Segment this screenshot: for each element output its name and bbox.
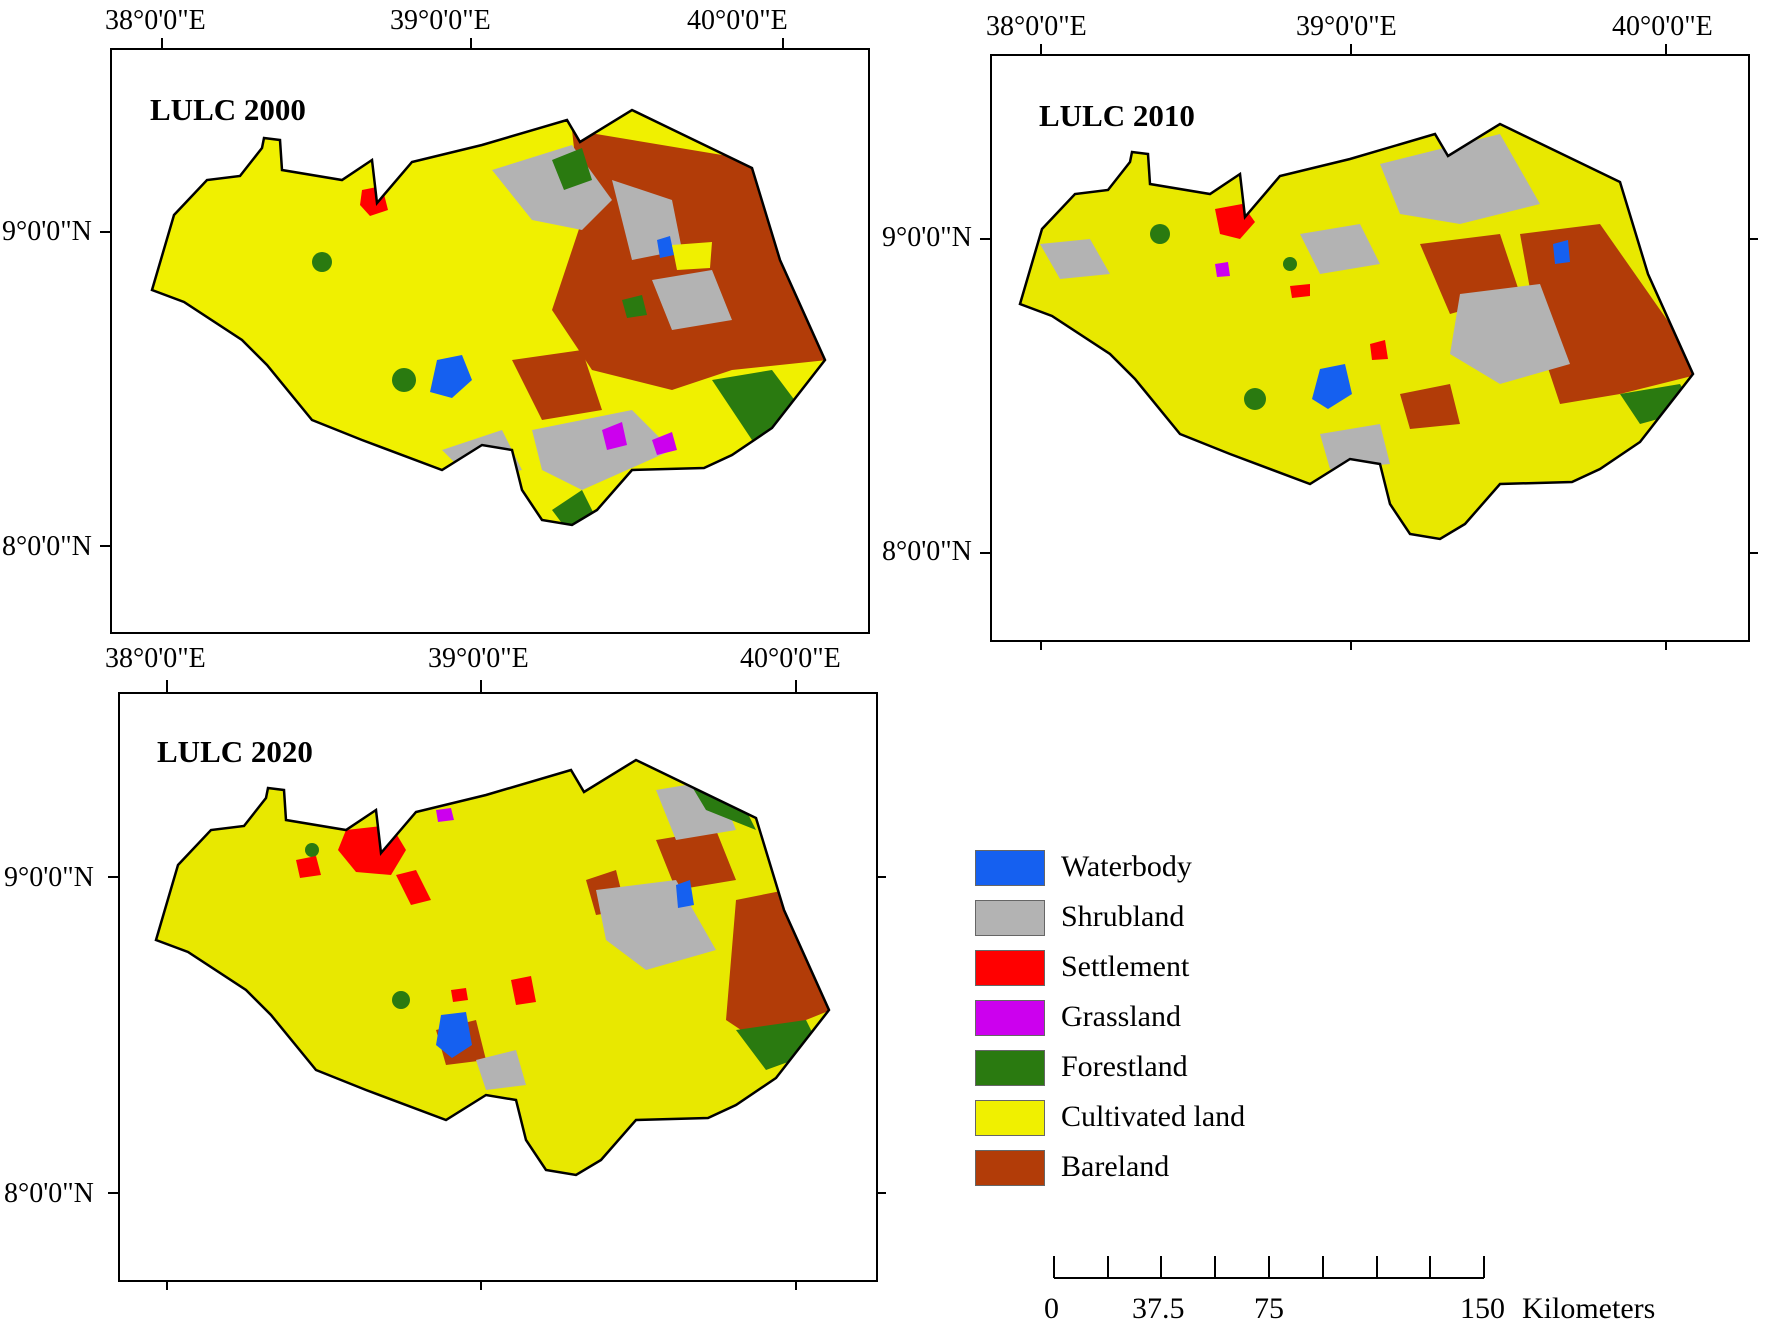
scale-unit-label: Kilometers	[1522, 1292, 1656, 1325]
legend-label: Bareland	[1061, 1150, 1170, 1183]
lat-label-9: 9°0'0"N	[882, 222, 972, 253]
tick	[795, 1278, 797, 1290]
tick	[874, 1192, 886, 1194]
scale-label-75: 75	[1254, 1292, 1284, 1325]
lon-label-40: 40°0'0"E	[687, 5, 788, 36]
panel-title: LULC 2010	[1039, 98, 1195, 133]
legend-swatch	[975, 900, 1045, 936]
lon-label-38: 38°0'0"E	[105, 643, 206, 674]
legend-item-shrubland: Shrubland	[975, 898, 1295, 938]
tick	[1746, 552, 1758, 554]
legend-swatch	[975, 1000, 1045, 1036]
tick	[1040, 638, 1042, 650]
panel-title: LULC 2000	[150, 92, 306, 127]
lon-label-39: 39°0'0"E	[428, 643, 529, 674]
tick	[874, 876, 886, 878]
scale-label-37-5: 37.5	[1132, 1292, 1185, 1325]
legend-item-forestland: Forestland	[975, 1048, 1295, 1088]
lon-label-40: 40°0'0"E	[740, 643, 841, 674]
lulc-map-2020	[154, 758, 831, 1177]
lulc-map-2010	[1018, 122, 1695, 541]
lon-label-39: 39°0'0"E	[1296, 11, 1397, 42]
tick	[980, 238, 992, 240]
legend-label: Waterbody	[1061, 850, 1192, 883]
panel-title: LULC 2020	[157, 734, 313, 769]
legend-swatch	[975, 850, 1045, 886]
legend-item-bareland: Bareland	[975, 1148, 1295, 1188]
tick	[1350, 638, 1352, 650]
tick	[470, 38, 472, 50]
lon-label-39: 39°0'0"E	[390, 5, 491, 36]
tick	[980, 552, 992, 554]
legend-label: Grassland	[1061, 1000, 1181, 1033]
legend-label: Cultivated land	[1061, 1100, 1246, 1133]
tick	[1746, 238, 1758, 240]
legend-swatch	[975, 1100, 1045, 1136]
legend-item-settlement: Settlement	[975, 948, 1295, 988]
tick	[782, 38, 784, 50]
legend-label: Settlement	[1061, 950, 1190, 983]
tick	[1665, 638, 1667, 650]
legend-item-cultivated-land: Cultivated land	[975, 1098, 1295, 1138]
lon-label-40: 40°0'0"E	[1612, 11, 1713, 42]
scale-bar-graphic	[1053, 1256, 1485, 1279]
tick	[108, 876, 120, 878]
lat-label-9: 9°0'0"N	[2, 216, 92, 247]
tick	[1665, 44, 1667, 56]
legend-swatch	[975, 1150, 1045, 1186]
legend-item-waterbody: Waterbody	[975, 848, 1295, 888]
map-frame-2020: LULC 2020	[118, 692, 878, 1282]
legend-swatch	[975, 1050, 1045, 1086]
map-frame-2010: LULC 2010	[990, 54, 1750, 642]
tick	[1350, 44, 1352, 56]
lat-label-8: 8°0'0"N	[2, 531, 92, 562]
lat-label-8: 8°0'0"N	[882, 536, 972, 567]
lon-label-38: 38°0'0"E	[105, 5, 206, 36]
lon-label-38: 38°0'0"E	[986, 11, 1087, 42]
lat-label-9: 9°0'0"N	[4, 862, 94, 893]
tick	[108, 1192, 120, 1194]
tick	[166, 1278, 168, 1290]
scale-label-0: 0	[1044, 1292, 1059, 1325]
legend-label: Forestland	[1061, 1050, 1188, 1083]
tick	[100, 545, 112, 547]
tick	[480, 680, 482, 692]
scale-label-150: 150	[1460, 1292, 1505, 1325]
legend-swatch	[975, 950, 1045, 986]
tick	[100, 231, 112, 233]
tick	[1040, 44, 1042, 56]
tick	[161, 38, 163, 50]
lat-label-8: 8°0'0"N	[4, 1178, 94, 1209]
map-frame-2000: LULC 2000	[110, 48, 870, 634]
tick	[166, 680, 168, 692]
legend-label: Shrubland	[1061, 900, 1185, 933]
tick	[795, 680, 797, 692]
lulc-map-2000	[150, 108, 827, 527]
legend-item-grassland: Grassland	[975, 998, 1295, 1038]
tick	[480, 1278, 482, 1290]
